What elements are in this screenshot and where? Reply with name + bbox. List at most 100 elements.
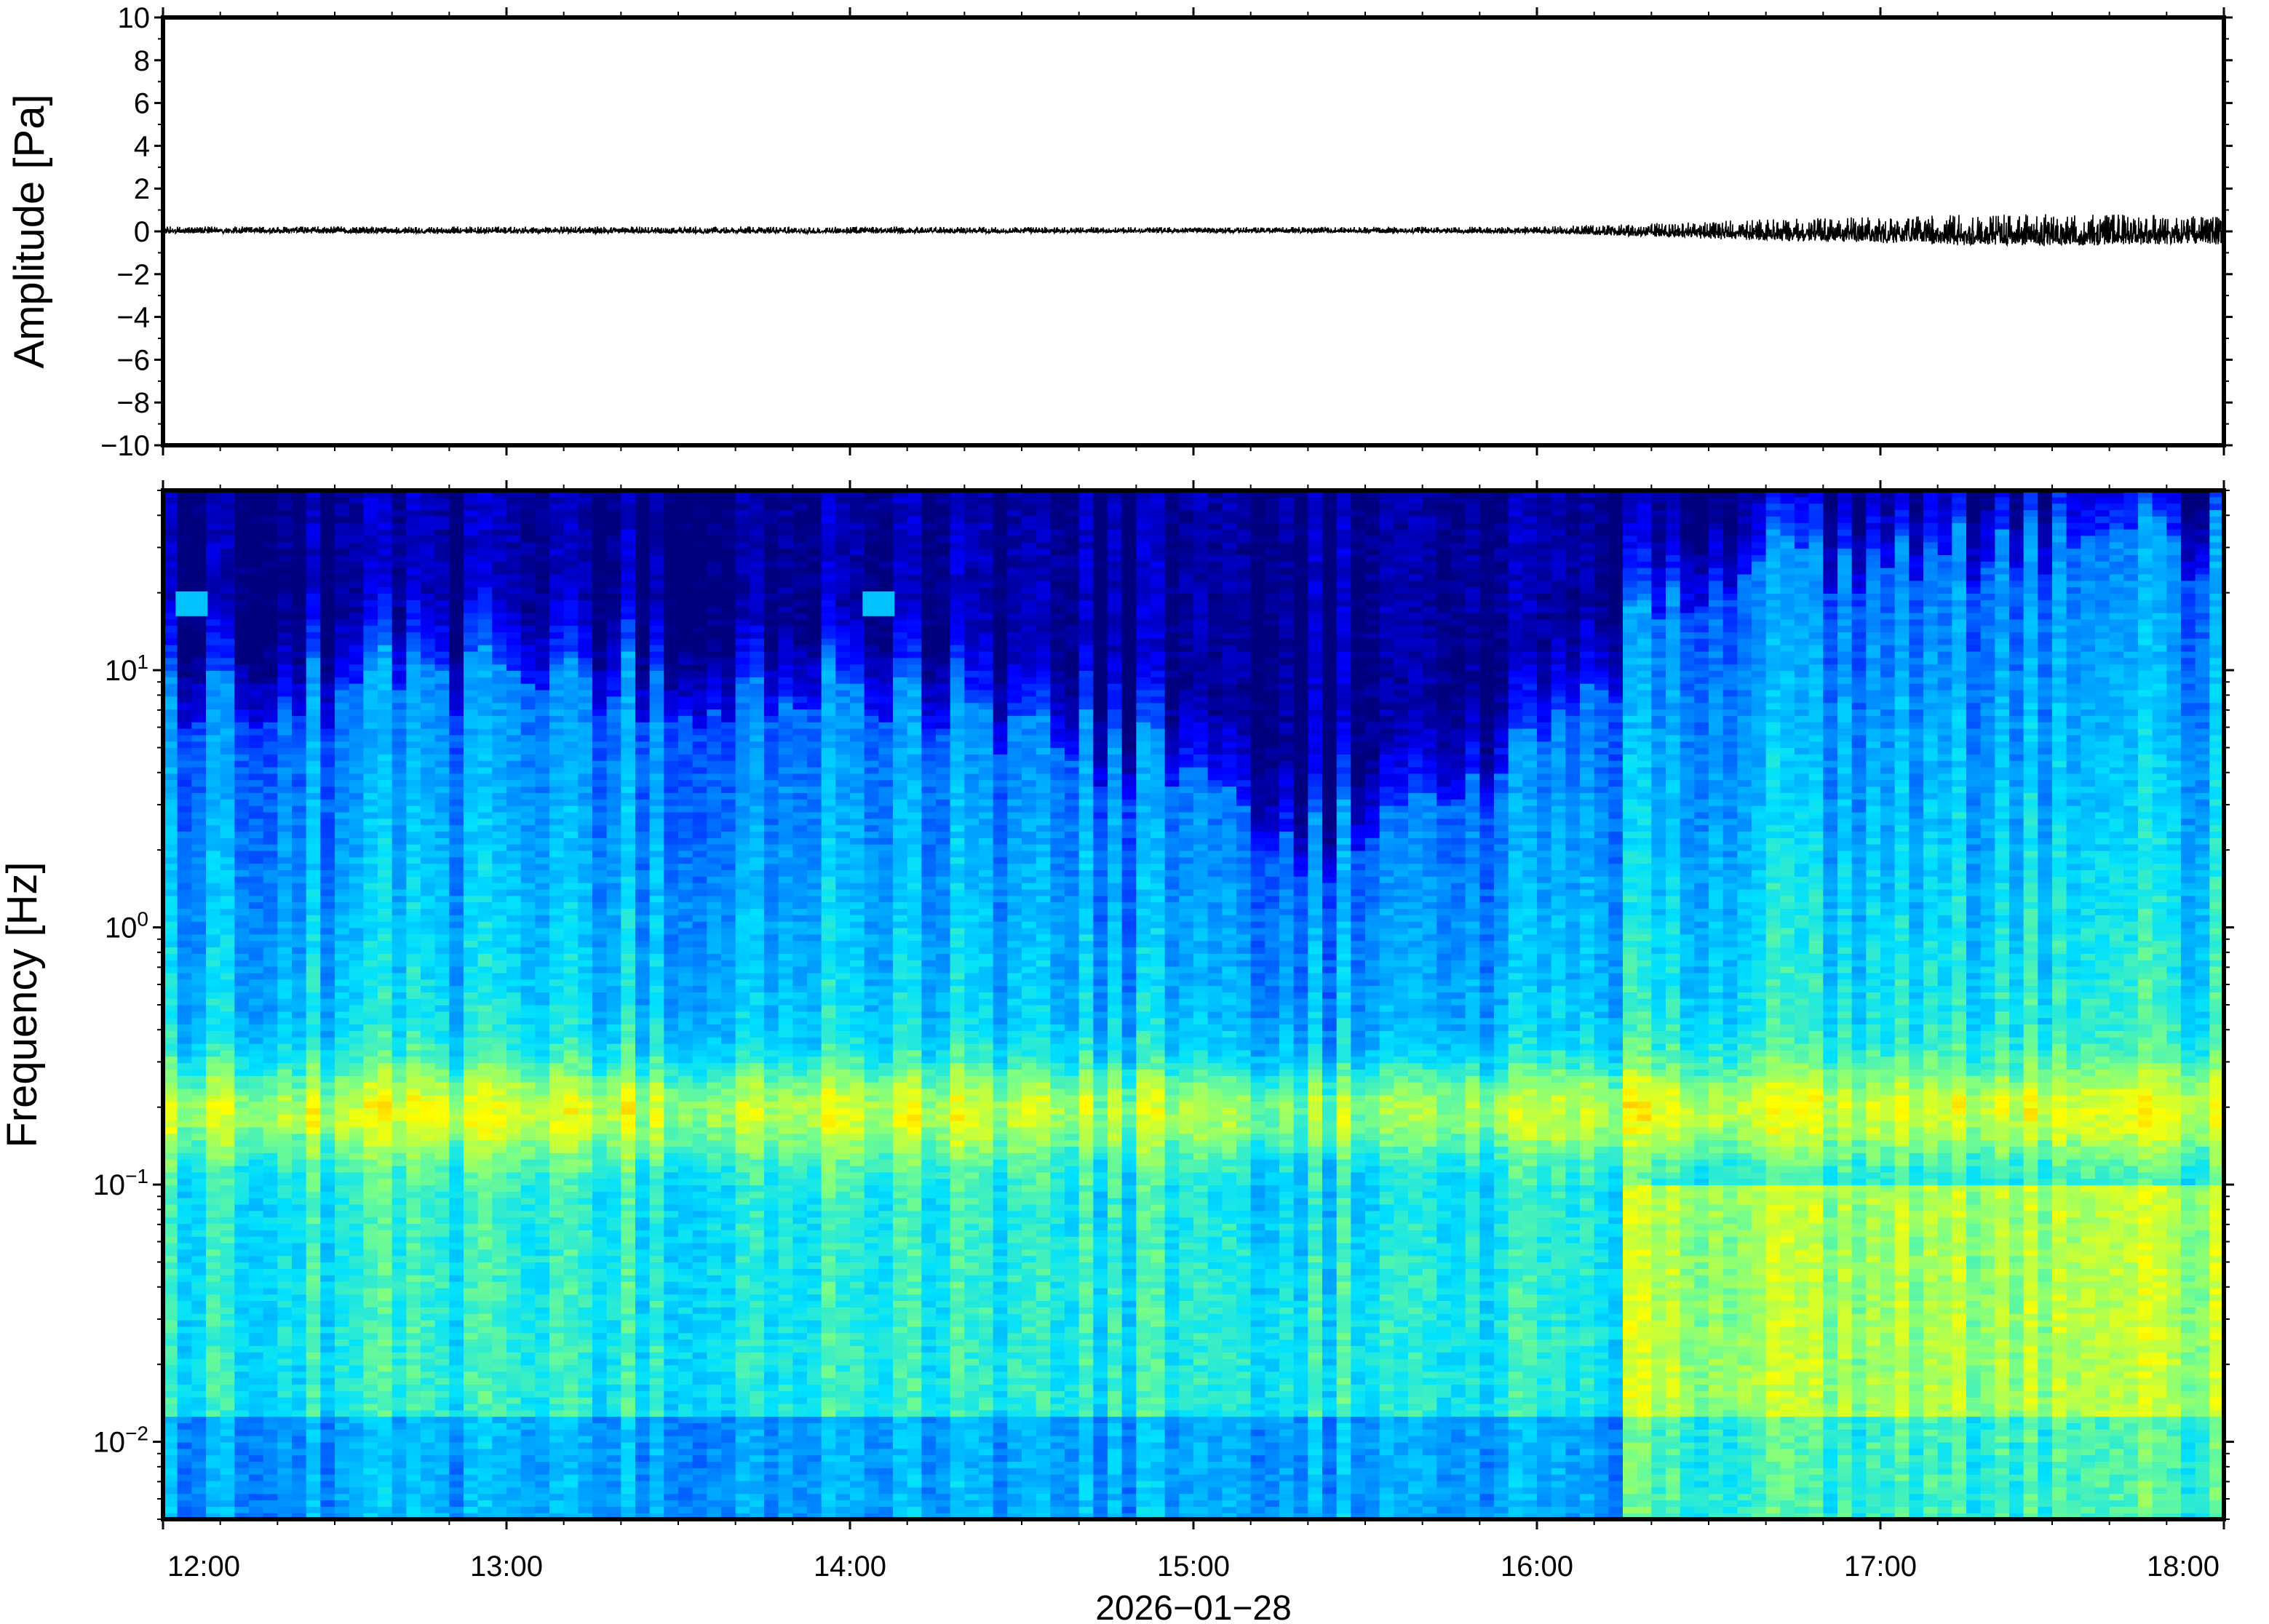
spectrogram-cell: [191, 677, 206, 683]
spectrogram-cell: [363, 522, 378, 529]
spectrogram-cell: [449, 973, 464, 979]
spectrogram-cell: [163, 1037, 178, 1043]
spectrogram-cell: [306, 1024, 321, 1031]
spectrogram-cell: [564, 819, 579, 825]
spectrogram-cell: [449, 1294, 464, 1301]
spectrogram-cell: [292, 799, 306, 805]
spectrogram-cell: [521, 985, 536, 992]
spectrogram-cell: [535, 1018, 549, 1024]
spectrogram-cell: [292, 1313, 306, 1320]
spectrogram-cell: [535, 1037, 549, 1043]
spectrogram-cell: [392, 1468, 407, 1474]
spectrogram-cell: [220, 670, 235, 677]
spectrogram-cell: [378, 1340, 392, 1346]
spectrogram-cell: [378, 941, 392, 947]
spectrogram-cell: [306, 1095, 321, 1102]
spectrogram-cell: [392, 715, 407, 722]
spectrogram-cell: [492, 1326, 506, 1333]
spectrogram-cell: [464, 549, 478, 555]
spectrogram-cell: [178, 883, 192, 889]
spectrogram-cell: [220, 1449, 235, 1455]
spectrogram-cell: [421, 561, 435, 568]
spectrogram-cell: [363, 992, 378, 998]
spectrogram-cell: [263, 902, 278, 909]
spectrogram-cell: [406, 1159, 421, 1166]
spectrogram-cell: [478, 851, 493, 857]
spectrogram-cell: [478, 1294, 493, 1301]
spectrogram-cell: [549, 638, 564, 645]
spectrogram-cell: [435, 1340, 450, 1346]
spectrogram-cell: [578, 1153, 592, 1159]
spectrogram-cell: [506, 1384, 521, 1390]
spectrogram-cell: [421, 593, 435, 600]
spectrogram-cell: [320, 638, 335, 645]
spectrogram-cell: [549, 1166, 564, 1172]
spectrogram-cell: [421, 908, 435, 915]
spectrogram-cell: [392, 1172, 407, 1179]
spectrogram-cell: [335, 754, 349, 760]
spectrogram-cell: [163, 973, 178, 979]
spectrogram-cell: [506, 1275, 521, 1281]
spectrogram-cell: [564, 600, 579, 606]
spectrogram-cell: [449, 715, 464, 722]
spectrogram-cell: [292, 1140, 306, 1147]
spectrogram-cell: [378, 1243, 392, 1249]
spectrogram-cell: [578, 1114, 592, 1121]
spectrogram-cell: [320, 915, 335, 921]
spectrogram-cell: [277, 536, 292, 542]
spectrogram-cell: [163, 1063, 178, 1070]
spectrogram-cell: [464, 805, 478, 812]
spectrogram-cell: [163, 1474, 178, 1481]
spectrogram-cell: [206, 554, 220, 561]
spectrogram-cell: [263, 1352, 278, 1358]
spectrogram-cell: [292, 536, 306, 542]
spectrogram-cell: [578, 1422, 592, 1429]
spectrogram-cell: [306, 1429, 321, 1436]
spectrogram-cell: [206, 799, 220, 805]
spectrogram-cell: [549, 574, 564, 581]
spectrogram-cell: [191, 619, 206, 626]
spectrogram-cell: [249, 934, 263, 941]
spectrogram-cell: [435, 869, 450, 876]
spectrogram-cell: [349, 1191, 364, 1198]
spectrogram-cell: [535, 1474, 549, 1481]
spectrogram-cell: [335, 645, 349, 651]
spectrogram-cell: [478, 1243, 493, 1249]
spectrogram-cell: [378, 896, 392, 902]
spectrogram-cell: [464, 1487, 478, 1494]
spectrogram-cell: [521, 1236, 536, 1243]
spectrogram-cell: [478, 1037, 493, 1043]
spectrogram-cell: [234, 1011, 249, 1018]
spectrogram-cell: [206, 1056, 220, 1063]
spectrogram-cell: [306, 1043, 321, 1050]
spectrogram-cell: [492, 876, 506, 883]
spectrogram-cell: [320, 536, 335, 542]
spectrogram-cell: [564, 1397, 579, 1404]
spectrogram-cell: [478, 1455, 493, 1462]
spectrogram-cell: [535, 1442, 549, 1449]
spectrogram-cell: [206, 1313, 220, 1320]
spectrogram-cell: [277, 902, 292, 909]
spectrogram-cell: [549, 536, 564, 542]
spectrogram-cell: [349, 1140, 364, 1147]
spectrogram-cell: [320, 1166, 335, 1172]
spectrogram-cell: [249, 953, 263, 960]
spectrogram-cell: [363, 1474, 378, 1481]
spectrogram-cell: [449, 1191, 464, 1198]
spectrogram-cell: [349, 1294, 364, 1301]
spectrogram-cell: [435, 1506, 450, 1513]
spectrogram-cell: [335, 851, 349, 857]
spectrogram-cell: [206, 953, 220, 960]
spectrogram-cell: [320, 1107, 335, 1114]
spectrogram-cell: [220, 1075, 235, 1082]
spectrogram-cell: [564, 1069, 579, 1075]
spectrogram-cell: [435, 619, 450, 626]
spectrogram-cell: [521, 876, 536, 883]
spectrogram-cell: [592, 1288, 607, 1294]
spectrogram-cell: [549, 497, 564, 503]
spectrogram-cell: [320, 1307, 335, 1313]
spectrogram-cell: [206, 1481, 220, 1487]
spectrogram-cell: [277, 1307, 292, 1313]
spectrogram-cell: [206, 645, 220, 651]
spectrogram-cell: [478, 1326, 493, 1333]
